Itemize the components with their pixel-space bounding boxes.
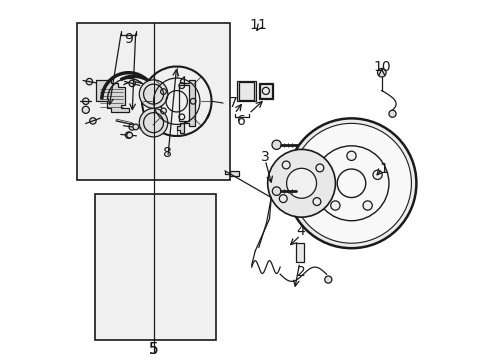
Circle shape bbox=[89, 118, 96, 124]
Circle shape bbox=[330, 201, 339, 210]
Circle shape bbox=[286, 168, 316, 198]
Polygon shape bbox=[96, 80, 128, 112]
Circle shape bbox=[129, 124, 135, 130]
Circle shape bbox=[125, 132, 132, 138]
Bar bbox=[259, 84, 271, 98]
Circle shape bbox=[129, 80, 135, 87]
Bar bbox=[295, 243, 303, 262]
Text: 6: 6 bbox=[237, 114, 245, 128]
Circle shape bbox=[267, 149, 335, 217]
Circle shape bbox=[133, 124, 138, 130]
Text: 5: 5 bbox=[148, 342, 158, 357]
Circle shape bbox=[291, 123, 410, 243]
Bar bbox=[238, 82, 254, 100]
Circle shape bbox=[286, 118, 416, 248]
Circle shape bbox=[377, 68, 386, 77]
Circle shape bbox=[139, 80, 167, 108]
Circle shape bbox=[82, 106, 89, 113]
Circle shape bbox=[320, 170, 329, 179]
Circle shape bbox=[126, 132, 132, 138]
Circle shape bbox=[362, 201, 371, 210]
Polygon shape bbox=[237, 81, 255, 101]
Circle shape bbox=[86, 78, 92, 85]
Text: 10: 10 bbox=[372, 60, 390, 75]
Circle shape bbox=[279, 195, 286, 203]
Bar bbox=[230, 171, 239, 176]
Polygon shape bbox=[176, 76, 194, 133]
Text: 5: 5 bbox=[148, 342, 158, 357]
Text: 3: 3 bbox=[260, 149, 269, 163]
Polygon shape bbox=[258, 83, 272, 99]
Text: 9: 9 bbox=[124, 32, 133, 46]
Circle shape bbox=[312, 198, 320, 206]
Text: 7: 7 bbox=[228, 96, 237, 110]
Bar bbox=[77, 23, 230, 180]
Circle shape bbox=[282, 161, 289, 169]
Text: 1: 1 bbox=[379, 162, 388, 176]
Text: 4: 4 bbox=[296, 224, 304, 238]
Circle shape bbox=[315, 164, 323, 172]
Circle shape bbox=[82, 98, 89, 104]
Text: 2: 2 bbox=[297, 265, 305, 279]
Bar bbox=[178, 85, 189, 121]
Circle shape bbox=[388, 110, 395, 117]
Circle shape bbox=[372, 170, 382, 179]
Circle shape bbox=[324, 276, 331, 283]
Text: 11: 11 bbox=[249, 18, 267, 32]
Circle shape bbox=[139, 108, 167, 137]
Bar bbox=[95, 194, 216, 340]
Circle shape bbox=[272, 187, 280, 195]
Text: 8: 8 bbox=[163, 146, 172, 160]
Circle shape bbox=[346, 151, 355, 161]
Circle shape bbox=[271, 140, 281, 149]
